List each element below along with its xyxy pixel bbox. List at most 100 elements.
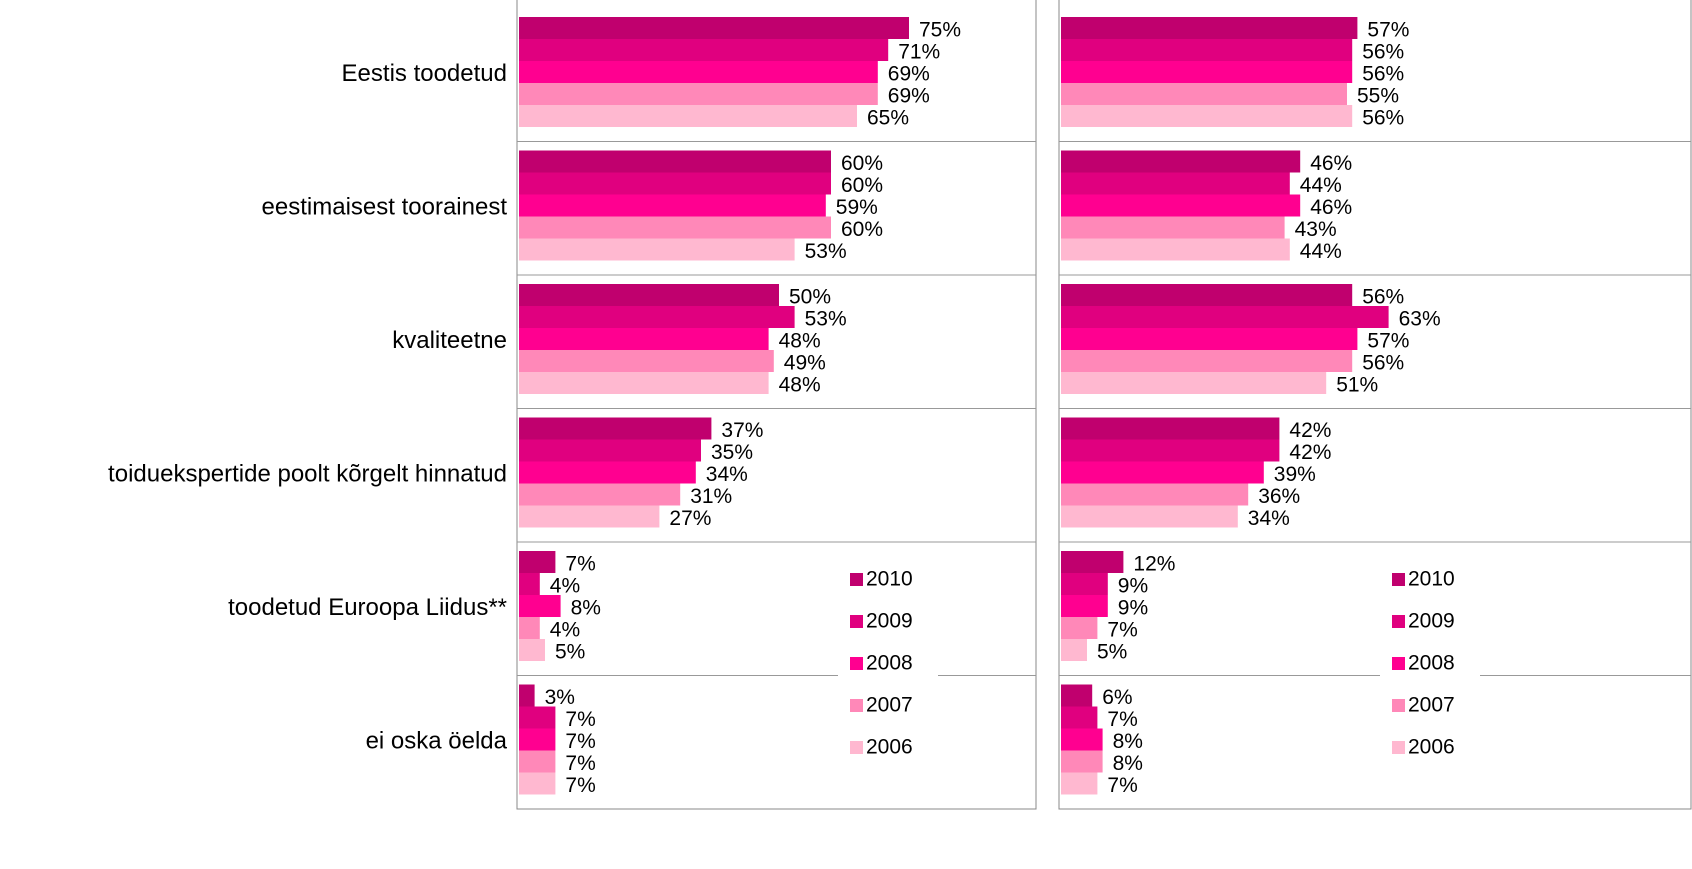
- bar: [519, 461, 696, 484]
- bar: [1061, 105, 1353, 127]
- bar: [1061, 772, 1098, 795]
- legend-label: 2007: [1408, 694, 1455, 717]
- bar: [1061, 350, 1353, 372]
- bar: [1061, 483, 1249, 506]
- bar: [1061, 17, 1358, 39]
- value-label: 7%: [565, 708, 595, 731]
- value-label: 37%: [721, 419, 763, 442]
- value-label: 60%: [841, 218, 883, 241]
- legend-label: 2009: [1408, 610, 1455, 633]
- bar: [519, 728, 556, 751]
- bar: [1061, 461, 1264, 484]
- bar: [1061, 417, 1280, 440]
- value-label: 8%: [1113, 752, 1143, 775]
- value-label: 4%: [550, 619, 580, 642]
- bar: [519, 328, 769, 350]
- value-label: 9%: [1118, 575, 1148, 598]
- bar: [1061, 372, 1327, 394]
- value-label: 7%: [565, 553, 595, 576]
- value-label: 36%: [1258, 485, 1300, 508]
- legend-label: 2009: [866, 610, 913, 633]
- legend-label: 2007: [866, 694, 913, 717]
- bar: [519, 17, 909, 39]
- bar: [519, 306, 795, 328]
- legend-swatch: [850, 657, 863, 670]
- bar: [519, 639, 545, 661]
- bar: [1061, 505, 1238, 528]
- value-label: 43%: [1295, 218, 1337, 241]
- value-label: 5%: [1097, 641, 1127, 664]
- bar: [519, 505, 660, 528]
- bar: [1061, 439, 1280, 462]
- legend-swatch: [1392, 699, 1405, 712]
- bar: [1061, 61, 1353, 83]
- value-label: 49%: [784, 352, 826, 375]
- category-label: Eestis toodetud: [342, 60, 507, 87]
- bar: [1061, 684, 1093, 707]
- value-label: 4%: [550, 575, 580, 598]
- value-label: 8%: [1113, 730, 1143, 753]
- value-label: 71%: [898, 41, 940, 64]
- value-label: 12%: [1133, 553, 1175, 576]
- bar: [1061, 83, 1347, 105]
- bar: [1061, 750, 1103, 773]
- bar: [1061, 573, 1108, 595]
- value-label: 48%: [779, 330, 821, 353]
- category-label: toiduekspertide poolt kõrgelt hinnatud: [108, 461, 507, 488]
- value-label: 69%: [888, 85, 930, 108]
- bar: [1061, 216, 1285, 239]
- bar: [519, 39, 889, 61]
- panel-frame: [516, 0, 1037, 810]
- value-label: 60%: [841, 152, 883, 175]
- legend-label: 2008: [866, 652, 913, 675]
- legend-label: 2008: [1408, 652, 1455, 675]
- value-label: 44%: [1300, 240, 1342, 263]
- value-label: 56%: [1362, 41, 1404, 64]
- bar: [519, 238, 795, 261]
- bar: [1061, 328, 1358, 350]
- value-label: 7%: [565, 774, 595, 797]
- value-label: 46%: [1310, 152, 1352, 175]
- value-label: 53%: [805, 308, 847, 331]
- bar: [519, 284, 779, 306]
- bar: [519, 483, 681, 506]
- value-label: 69%: [888, 63, 930, 86]
- bar: [519, 617, 540, 639]
- legend-label: 2006: [1408, 736, 1455, 759]
- value-label: 46%: [1310, 196, 1352, 219]
- value-label: 56%: [1362, 63, 1404, 86]
- value-label: 56%: [1362, 286, 1404, 309]
- legend-swatch: [1392, 741, 1405, 754]
- bar: [1061, 706, 1098, 729]
- value-label: 5%: [555, 641, 585, 664]
- legend-swatch: [850, 615, 863, 628]
- bar: [519, 105, 857, 127]
- bar: [1061, 728, 1103, 751]
- bar: [519, 172, 831, 195]
- bar: [1061, 194, 1301, 217]
- value-label: 7%: [565, 752, 595, 775]
- value-label: 9%: [1118, 597, 1148, 620]
- bar: [519, 772, 556, 795]
- bar: [1061, 39, 1353, 61]
- value-label: 34%: [706, 463, 748, 486]
- value-label: 44%: [1300, 174, 1342, 197]
- value-label: 7%: [565, 730, 595, 753]
- value-label: 3%: [545, 686, 575, 709]
- value-label: 31%: [690, 485, 732, 508]
- legend-label: 2010: [866, 568, 913, 591]
- bar: [519, 573, 540, 595]
- bar: [519, 684, 535, 707]
- legend-label: 2010: [1408, 568, 1455, 591]
- bar: [519, 61, 878, 83]
- bar: [519, 417, 712, 440]
- value-label: 35%: [711, 441, 753, 464]
- legend-swatch: [1392, 657, 1405, 670]
- bar: [519, 150, 831, 173]
- bar: [1061, 306, 1389, 328]
- bar: [519, 706, 556, 729]
- bar: [1061, 639, 1087, 661]
- bar: [519, 551, 556, 573]
- value-label: 65%: [867, 107, 909, 130]
